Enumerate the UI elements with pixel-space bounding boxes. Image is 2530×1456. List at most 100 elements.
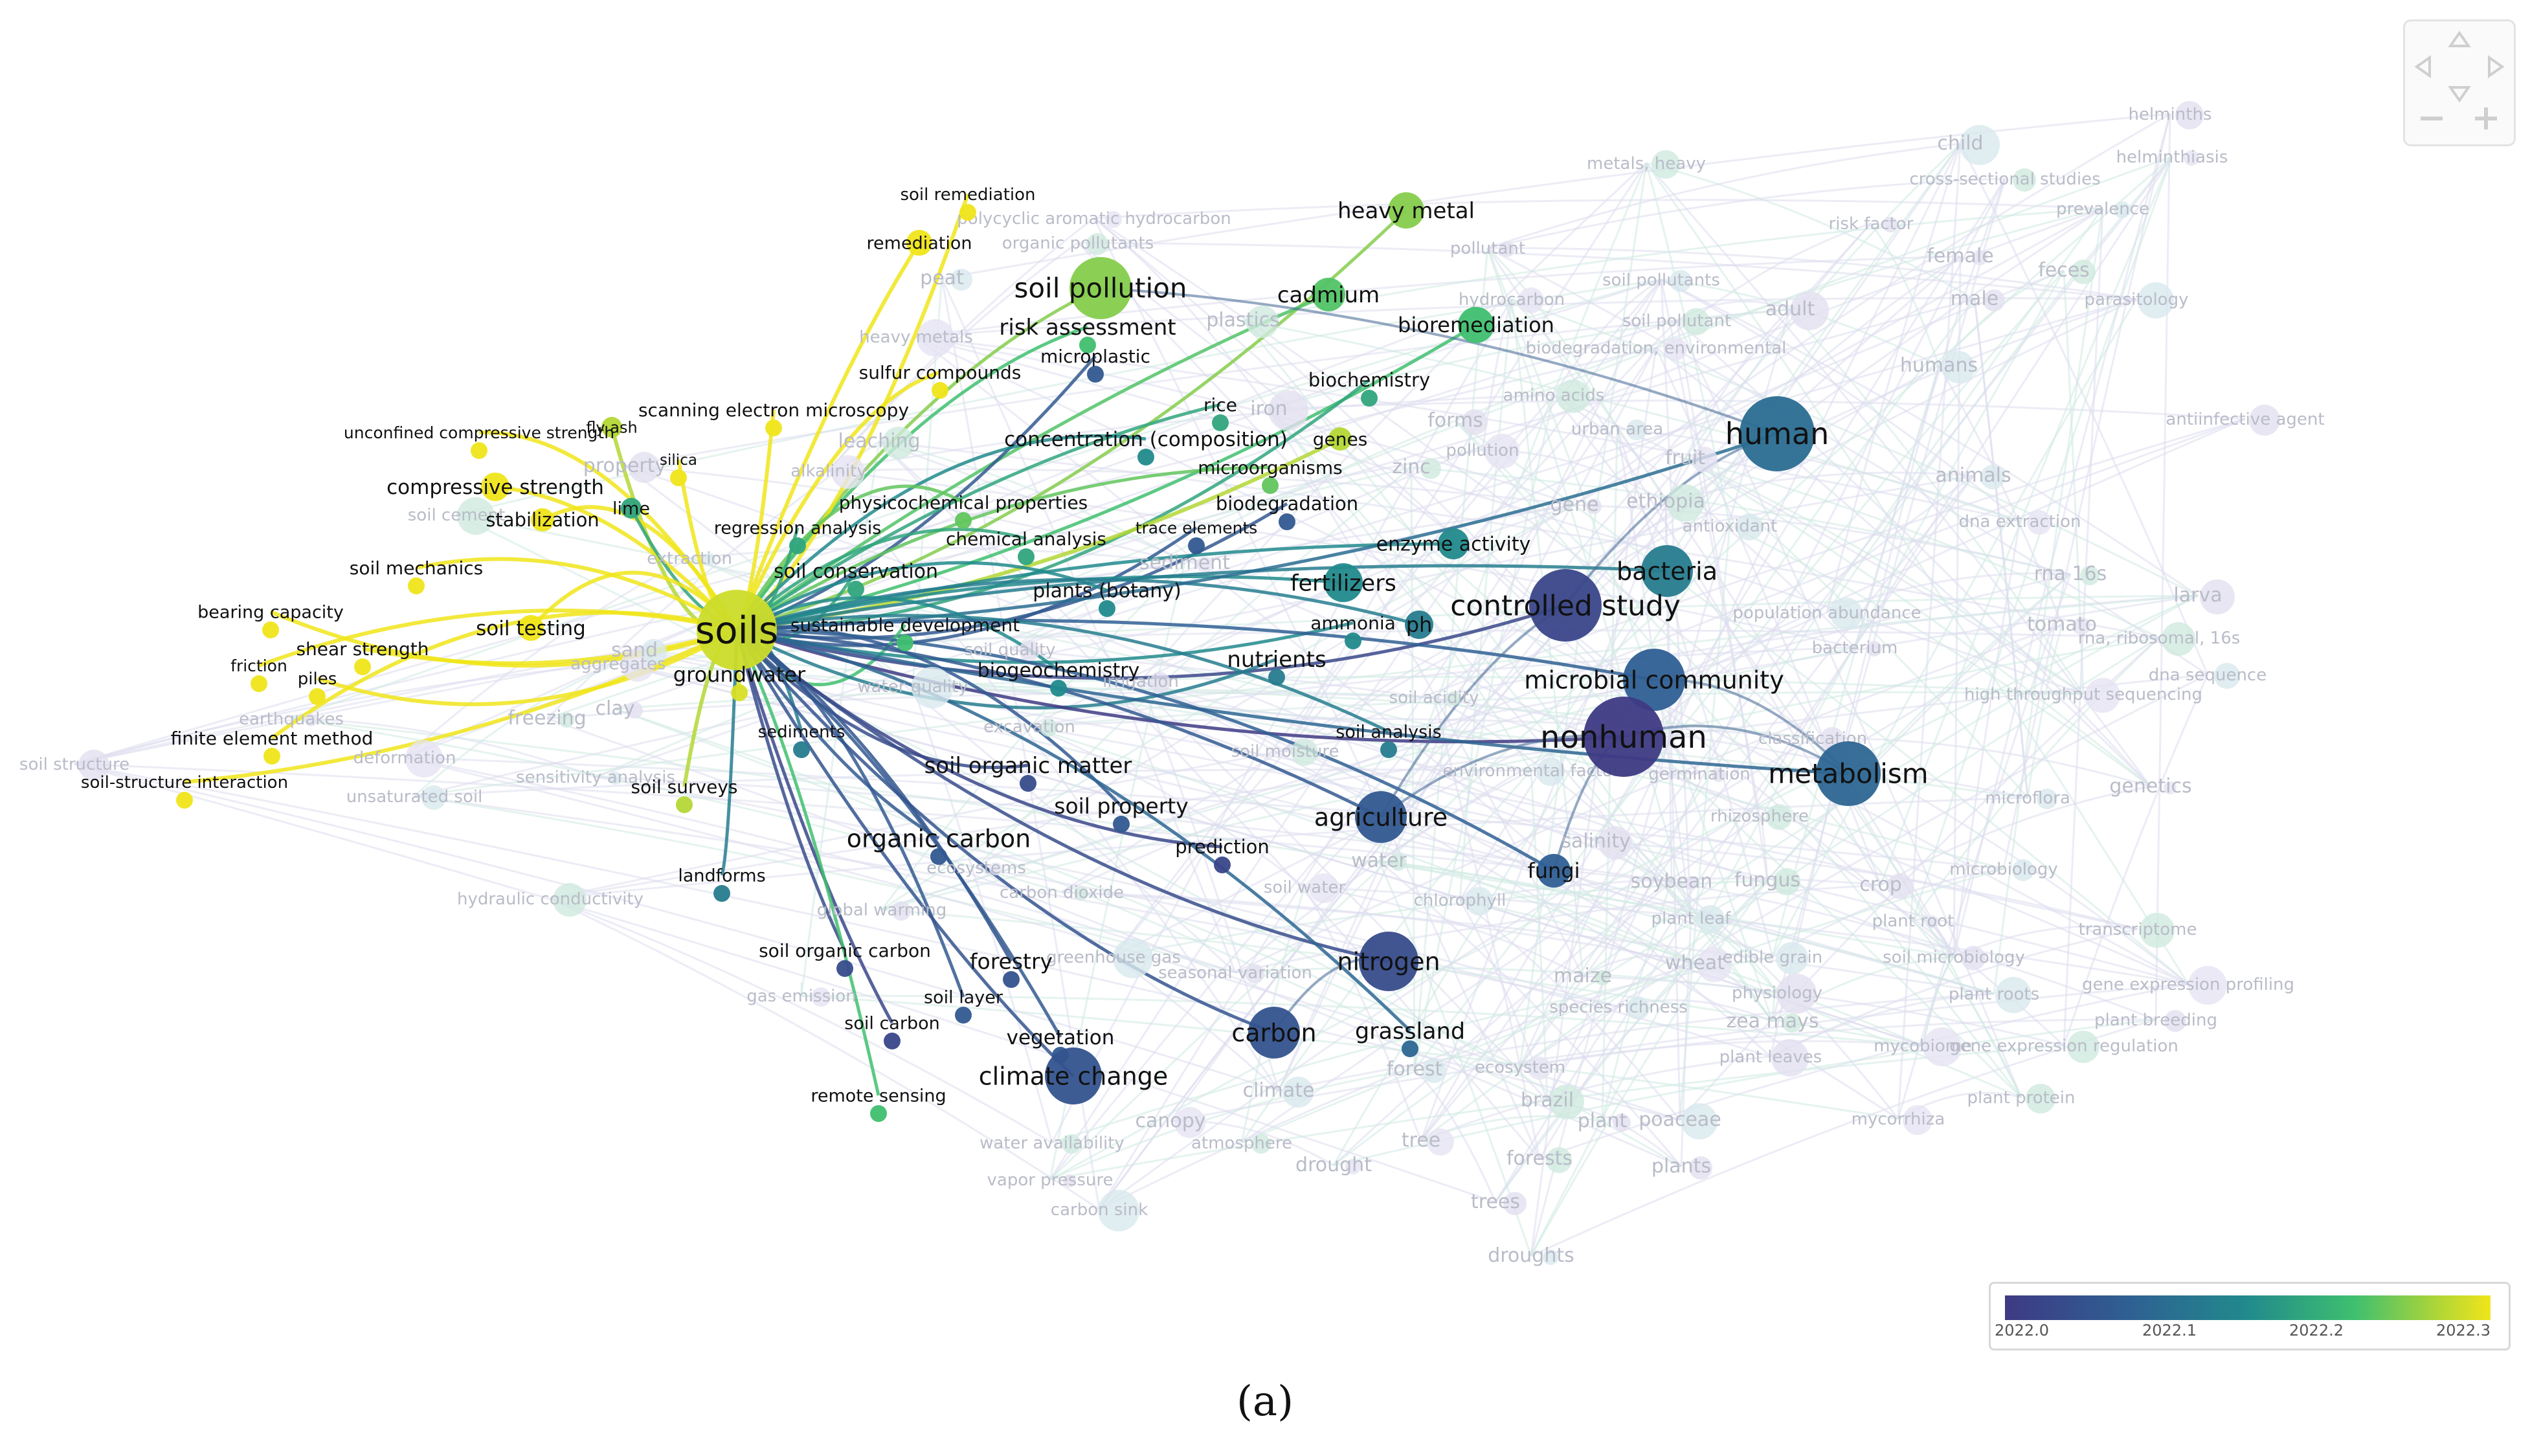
faded-node [1196, 557, 1212, 572]
faded-label-child: child [1937, 132, 1983, 155]
label-climate-change: climate change [979, 1062, 1169, 1090]
node-stabilization [531, 508, 554, 532]
edge-soils-fungi [736, 628, 1555, 873]
edge-soils-bearing-capacity [269, 610, 737, 668]
faded-label-dna-sequence: dna sequence [2149, 666, 2267, 685]
label-bacteria: bacteria [1617, 557, 1718, 585]
faded-label-bacterium: bacterium [1812, 638, 1898, 658]
label-biogeochemistry: biogeochemistry [978, 660, 1140, 682]
faded-node [2140, 913, 2175, 948]
faded-label-ecosystem: ecosystem [1475, 1058, 1565, 1077]
node-sulfur-compounds [932, 382, 948, 399]
label-soil-property: soil property [1054, 794, 1188, 819]
faded-node [1598, 826, 1632, 860]
faded-label-cross-sectional-studies: cross-sectional studies [1909, 170, 2100, 189]
faded-node [1712, 768, 1726, 782]
faded-label-vapor-pressure: vapor pressure [987, 1170, 1114, 1190]
faded-edge [1519, 1040, 1923, 1068]
faded-node [1983, 289, 2005, 311]
faded-label-transcriptome: transcriptome [2079, 920, 2197, 939]
faded-node [2114, 201, 2131, 218]
label-soil-carbon: soil carbon [844, 1013, 939, 1033]
faded-edge [1826, 143, 1962, 613]
faded-node [2037, 789, 2057, 809]
node-remediation [906, 230, 932, 256]
label-cadmium: cadmium [1277, 282, 1380, 308]
pan-up-icon[interactable] [2448, 30, 2471, 47]
label-stabilization: stabilization [486, 509, 599, 531]
faded-node [1586, 498, 1602, 514]
faded-node [1776, 974, 1817, 1014]
faded-label-seasonal-variation: seasonal variation [1158, 963, 1312, 983]
faded-edge [1487, 142, 1961, 249]
node-soil-layer [955, 1007, 972, 1024]
faded-label-prevalence: prevalence [2056, 199, 2149, 219]
faded-edge [1665, 471, 1974, 503]
faded-label-soil-quality: soil quality [964, 640, 1055, 660]
node-prediction [1214, 857, 1231, 873]
edge-soils-metabolism [736, 628, 1849, 776]
node-fungi [1537, 854, 1571, 888]
faded-edge [1061, 891, 1995, 995]
faded-node [1995, 977, 2032, 1013]
legend-tick: 2022.3 [2436, 1321, 2491, 1339]
faded-node [2085, 678, 2120, 713]
faded-node [457, 497, 495, 535]
faded-label-sand: sand [611, 639, 658, 662]
label-nitrogen: nitrogen [1337, 947, 1440, 976]
navigation-control[interactable] [2403, 19, 2516, 146]
faded-node [1923, 1027, 1962, 1066]
faded-label-unsaturated-soil: unsaturated soil [346, 787, 483, 807]
faded-node [421, 785, 446, 810]
pan-left-icon[interactable] [2414, 55, 2431, 78]
faded-label-dna-extraction: dna extraction [1958, 512, 2081, 532]
faded-edge [1112, 279, 1662, 958]
label-bearing-capacity: bearing capacity [197, 602, 344, 622]
zoom-in-icon[interactable] [2475, 107, 2497, 129]
label-fungi: fungi [1527, 858, 1580, 883]
node-soil-remediation [959, 204, 976, 221]
faded-edge [1332, 525, 1731, 1166]
faded-label-plants: plants [1651, 1155, 1711, 1178]
faded-label-clay: clay [596, 697, 635, 720]
faded-label-ethiopia: ethiopia [1626, 490, 1705, 513]
faded-label-plant-leaf: plant leaf [1651, 909, 1732, 928]
faded-node [1776, 942, 1808, 974]
node-microbial-community [1623, 649, 1685, 711]
faded-edge [550, 796, 2028, 900]
faded-node [1174, 1107, 1205, 1138]
faded-edge [1284, 418, 2246, 752]
faded-label-soil-pollutant: soil pollutant [1622, 311, 1731, 331]
faded-edge [1378, 860, 1696, 965]
faded-edge [74, 763, 1672, 883]
faded-edge [1530, 770, 1549, 1101]
faded-edge [1617, 427, 2021, 522]
edge-soils-grassland [736, 628, 1411, 1032]
faded-label-antiinfective-agent: antiinfective agent [2166, 410, 2324, 429]
label-chemical-analysis: chemical analysis [946, 528, 1106, 550]
faded-label-soybean: soybean [1631, 870, 1713, 893]
edge-soil-pollution-human [1100, 287, 1778, 435]
faded-edge [2063, 674, 2209, 1046]
faded-edge [595, 298, 2137, 778]
faded-node [1113, 938, 1153, 978]
faded-node [1556, 379, 1590, 413]
node-sustainable-development [897, 634, 913, 651]
faded-label-aggregates: aggregates [570, 655, 666, 674]
node-heavy-metal [1388, 192, 1424, 229]
pan-right-icon[interactable] [2488, 55, 2505, 78]
label-landforms: landforms [678, 866, 765, 886]
edge-soils-ph [736, 577, 1420, 632]
faded-label-carbon-sink: carbon sink [1051, 1200, 1148, 1220]
faded-edge [1582, 975, 2065, 1047]
faded-node [2188, 966, 2227, 1005]
node-landforms [713, 885, 730, 902]
faded-node [1651, 150, 1680, 179]
faded-edge [1685, 457, 2151, 788]
pan-down-icon[interactable] [2448, 86, 2471, 103]
node-sediments [793, 741, 810, 758]
faded-label-helminths: helminths [2129, 105, 2212, 124]
faded-edge [404, 557, 690, 759]
faded-edge [689, 546, 1185, 565]
